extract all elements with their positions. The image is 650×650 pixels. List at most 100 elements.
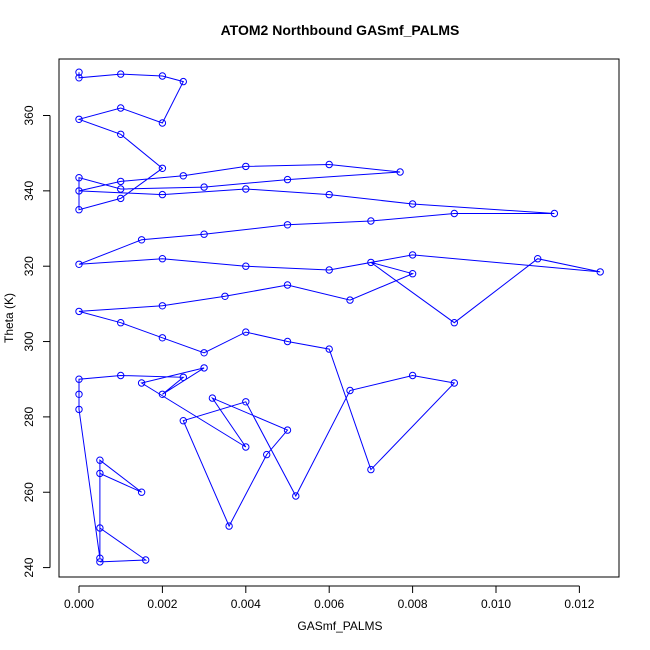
y-axis-label: Theta (K) (2, 293, 16, 343)
y-tick-label: 260 (22, 482, 36, 502)
data-point (367, 258, 375, 267)
data-point (550, 209, 559, 218)
data-point (450, 209, 458, 218)
data-point (179, 417, 188, 425)
x-axis-label: GASmf_PALMS (297, 619, 382, 633)
data-point (242, 185, 250, 193)
data-point (75, 68, 83, 76)
chart-title: ATOM2 Northbound GASmf_PALMS (221, 22, 460, 38)
data-point (117, 70, 125, 78)
x-tick-label: 0.004 (231, 597, 261, 611)
data-point (325, 190, 333, 199)
data-point (158, 164, 167, 173)
data-point (242, 262, 250, 270)
data-point (283, 175, 292, 184)
data-point (396, 168, 404, 176)
data-point (408, 270, 417, 278)
data-point (117, 130, 125, 139)
data-point (96, 456, 104, 464)
series-layer (75, 68, 604, 566)
data-point (158, 119, 167, 127)
y-tick-label: 320 (22, 256, 36, 276)
data-point (367, 217, 375, 225)
data-point (137, 379, 146, 387)
data-point (200, 364, 208, 372)
data-point (75, 206, 83, 214)
data-point (117, 177, 125, 186)
data-point (367, 465, 375, 474)
data-point (96, 469, 104, 478)
data-point (142, 556, 150, 564)
data-point (221, 292, 229, 300)
data-point (158, 190, 167, 199)
data-point (408, 251, 417, 259)
data-point (137, 236, 146, 244)
data-point (450, 319, 458, 327)
data-point (117, 104, 125, 112)
data-point (117, 194, 125, 203)
data-point (117, 319, 125, 327)
series-line (77, 72, 601, 563)
data-point (158, 390, 167, 398)
data-point (242, 328, 250, 336)
data-point (283, 281, 292, 289)
x-tick-label: 0.000 (64, 597, 94, 611)
data-point (325, 345, 333, 353)
y-tick-label: 360 (22, 105, 36, 125)
data-point (75, 260, 83, 268)
x-tick-label: 0.006 (314, 597, 344, 611)
data-point (96, 524, 104, 532)
data-point (75, 390, 83, 398)
data-point (75, 187, 83, 195)
data-point (292, 492, 300, 500)
data-point (450, 379, 458, 387)
data-point (117, 185, 125, 193)
data-point (75, 74, 83, 82)
x-axis: 0.000 0.002 0.004 0.006 0.008 0.010 0.012 (64, 585, 595, 611)
x-tick-label: 0.010 (481, 597, 511, 611)
data-point (408, 371, 417, 380)
data-point (200, 349, 208, 357)
data-point (242, 443, 250, 451)
data-point (346, 296, 354, 304)
data-point (242, 162, 250, 171)
data-point (75, 307, 83, 316)
data-point (158, 334, 167, 342)
data-point (96, 554, 104, 562)
data-point (283, 426, 292, 434)
data-point (325, 160, 333, 169)
y-axis: 240 260 280 300 320 340 360 (22, 105, 51, 578)
data-point (158, 72, 167, 80)
data-point (200, 183, 208, 191)
data-point (408, 200, 417, 208)
data-point (179, 77, 188, 86)
data-point (225, 522, 233, 530)
data-point (158, 255, 167, 263)
data-point (117, 371, 125, 380)
data-point (179, 172, 188, 180)
data-point (179, 373, 188, 381)
plot-frame (58, 58, 620, 578)
data-point (263, 450, 271, 459)
data-point (208, 394, 217, 402)
x-tick-label: 0.012 (564, 597, 594, 611)
data-point (325, 266, 333, 274)
x-tick-label: 0.002 (147, 597, 177, 611)
y-tick-label: 280 (22, 407, 36, 427)
y-tick-label: 340 (22, 181, 36, 201)
data-point (200, 230, 208, 238)
data-point (242, 398, 250, 406)
data-point (75, 375, 83, 383)
data-point (96, 558, 104, 566)
data-point (158, 302, 167, 310)
data-point (346, 386, 354, 395)
data-point (596, 268, 604, 276)
data-point (283, 221, 292, 229)
data-point (283, 337, 292, 346)
data-point (75, 174, 83, 182)
y-tick-label: 300 (22, 331, 36, 351)
x-tick-label: 0.008 (398, 597, 428, 611)
data-point (75, 405, 83, 414)
